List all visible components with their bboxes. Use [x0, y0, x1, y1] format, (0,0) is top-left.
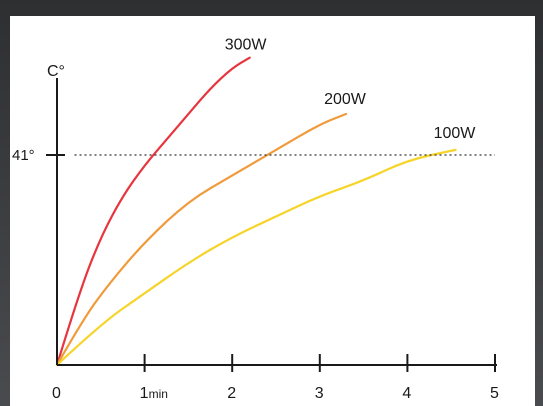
- series-line-100w: [55, 148, 457, 367]
- series-label-200w: 200W: [324, 91, 367, 108]
- x-ticks-layer: 0 1 min 2 3 4 5: [52, 354, 499, 402]
- series-line-300w: [55, 56, 251, 367]
- reference-line-label: 41°: [12, 147, 35, 164]
- y-axis-label: C°: [47, 63, 65, 80]
- series-layer: [55, 56, 457, 367]
- x-tick-label-0: 0: [52, 385, 61, 402]
- x-tick-label-3: 3: [315, 385, 324, 402]
- x-tick-label-1: 1: [140, 385, 149, 402]
- axes-layer: C° 41°: [12, 63, 497, 366]
- series-label-300w: 300W: [225, 37, 268, 54]
- chart-panel: [10, 16, 535, 406]
- x-tick-unit: min: [149, 387, 168, 401]
- x-tick-label-5: 5: [490, 385, 499, 402]
- series-labels-layer: 300W 200W 100W: [225, 37, 477, 142]
- series-label-100w: 100W: [434, 125, 477, 142]
- x-tick-label-2: 2: [227, 385, 236, 402]
- series-line-200w: [55, 112, 348, 367]
- x-tick-label-4: 4: [402, 385, 411, 402]
